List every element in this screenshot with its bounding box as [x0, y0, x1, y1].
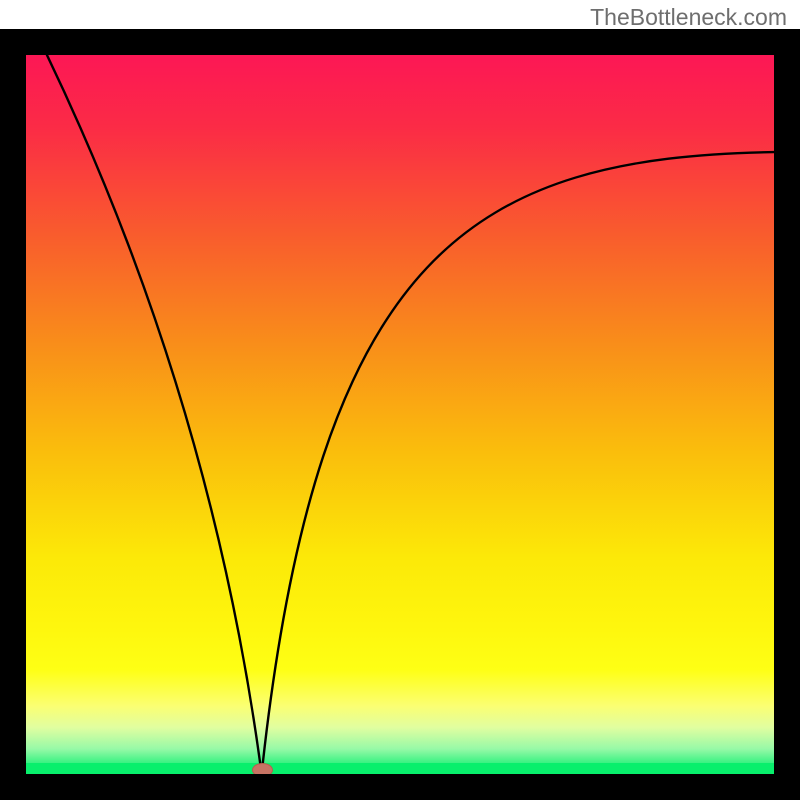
plot-frame	[0, 29, 800, 800]
bottleneck-curve	[26, 55, 774, 774]
minimum-marker	[252, 763, 273, 774]
curve-left-branch	[47, 55, 262, 774]
curve-right-branch	[262, 152, 774, 774]
watermark-text: TheBottleneck.com	[590, 4, 787, 31]
plot-area	[26, 55, 774, 774]
stage: TheBottleneck.com	[0, 0, 800, 800]
